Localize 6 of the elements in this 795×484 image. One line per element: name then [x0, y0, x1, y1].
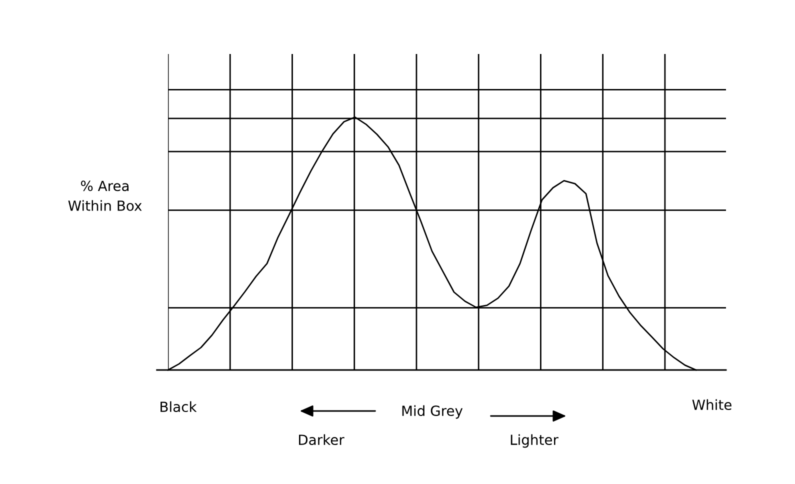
text: White — [692, 399, 732, 410]
text: Mid Grey — [402, 405, 463, 419]
text: Black — [160, 401, 197, 412]
text: Darker — [299, 434, 344, 446]
text: Lighter — [510, 434, 558, 448]
y-axis-title: % Area Within Box — [68, 180, 142, 211]
